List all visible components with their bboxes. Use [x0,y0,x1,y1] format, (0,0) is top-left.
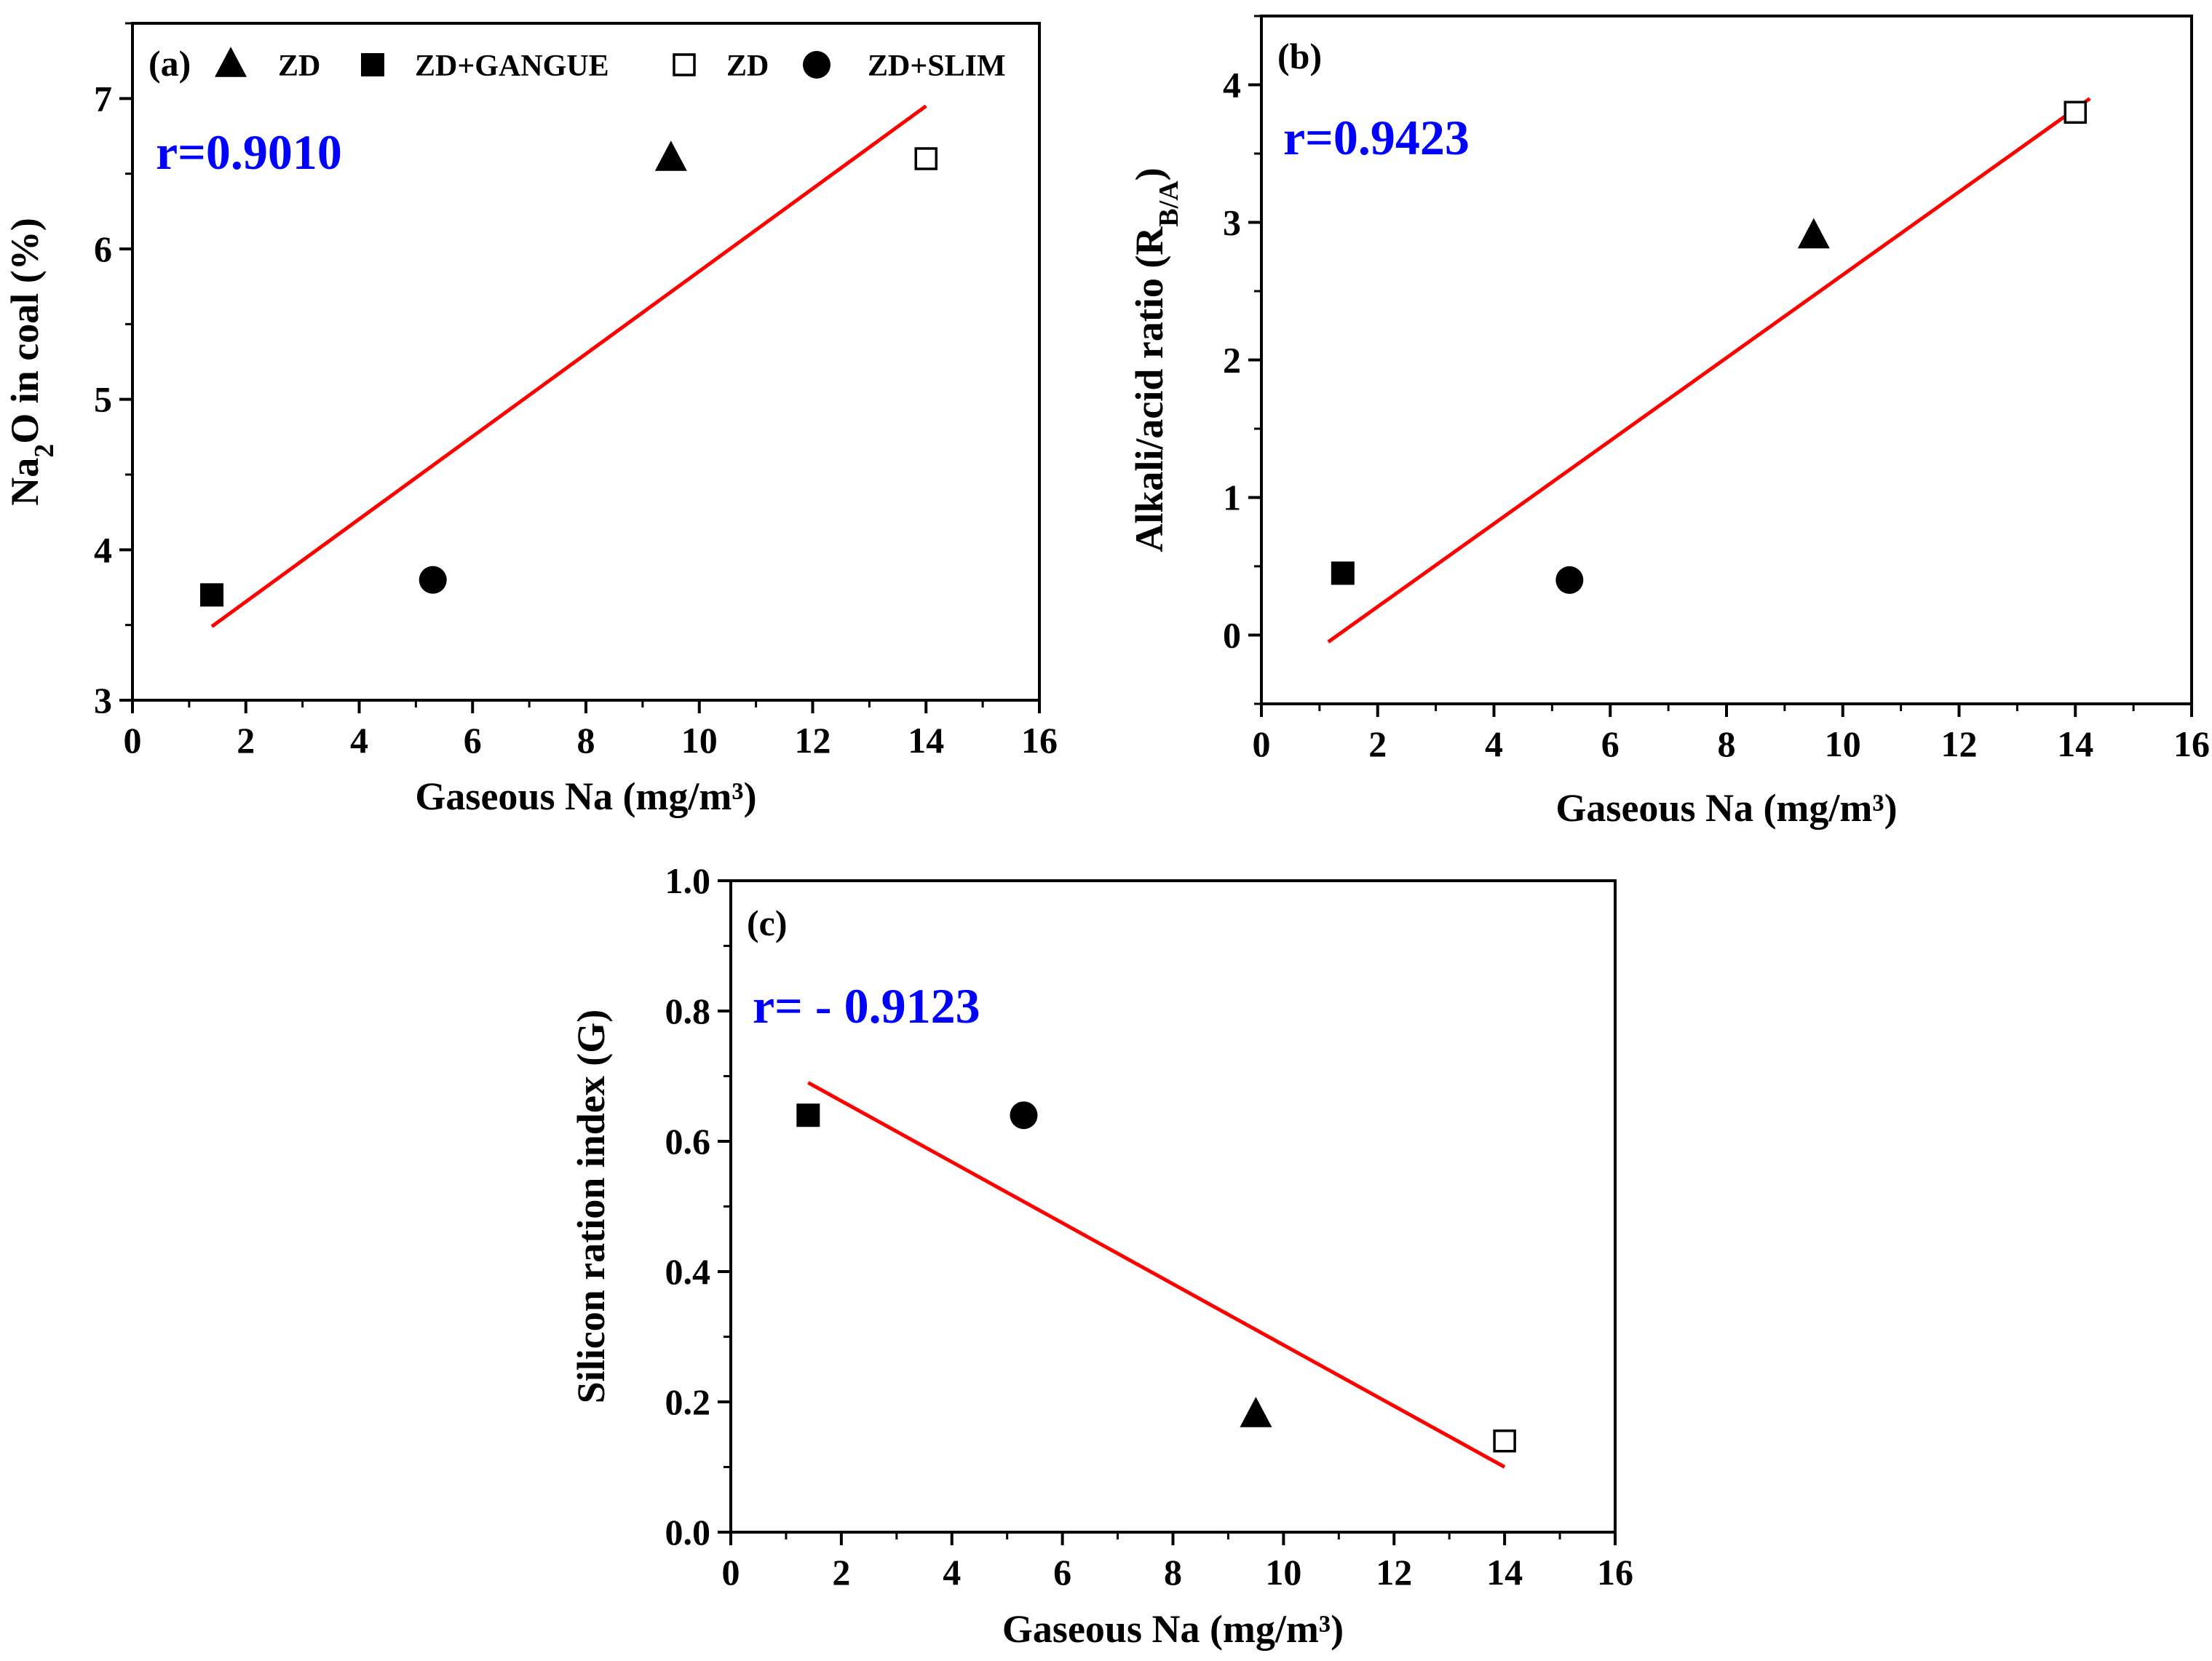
y-axis-title-subscript: 2 [29,444,60,458]
data-point-square-open [1493,1429,1516,1453]
correlation-annotation: r=0.9423 [1283,110,1470,165]
y-axis-title-tail: O in coal (%) [3,218,47,443]
data-point-square-open [914,147,937,170]
legend-label: ZD+SLIM [868,49,1006,83]
x-tick-label: 0 [722,1552,740,1593]
y-tick-label: 0.8 [665,991,711,1031]
panel-c: 0 2 4 6 8 10 12 14 16 0.0 0.2 0.4 0.6 0.8 1.0 Gaseous N… [569,860,1633,1651]
y-tick-label: 3 [1223,202,1241,243]
x-tick-label: 10 [681,720,718,761]
y-axis-title-subscript: B/A [1154,181,1184,227]
data-point-square-open [2064,100,2087,124]
y-tick-label: 7 [94,78,112,119]
x-tick-label: 6 [1053,1552,1071,1593]
x-tick-label: 2 [832,1552,850,1593]
y-tick-label: 0 [1223,615,1241,656]
fit-line [210,104,927,628]
x-tick-label: 14 [2057,724,2093,764]
x-tick-label: 12 [795,720,831,761]
x-axis-title: Gaseous Na (mg/m³) [415,774,756,818]
data-point-circle-filled [419,566,447,594]
y-axis-title: Alkali/acid ratio (RB/A) [1127,167,1184,552]
data-point-triangle-filled [1240,1397,1272,1427]
y-axis-title: Na2O in coal (%) [3,218,60,505]
y-tick-label: 0.4 [665,1251,711,1292]
x-tick-label: 8 [1164,1552,1182,1593]
x-tick-label: 16 [1021,720,1058,761]
x-tick-label: 4 [1485,724,1503,764]
x-tick-label: 4 [943,1552,961,1593]
data-point-circle-filled [1555,566,1584,594]
x-tick-label: 0 [1253,724,1271,764]
y-tick-label: 3 [94,680,112,721]
data-point-square-filled [1331,561,1355,585]
x-tick-label: 8 [1718,724,1736,764]
legend-label: ZD [726,49,769,83]
y-tick-label: 5 [94,379,112,420]
y-tick-label: 4 [94,529,112,570]
correlation-annotation: r=0.9010 [156,124,342,180]
legend-label: ZD [278,49,320,83]
x-tick-label: 2 [1368,724,1387,764]
x-axis-title: Gaseous Na (mg/m³) [1002,1607,1344,1651]
fit-line [1327,97,2091,643]
y-axis-title-main: Silicon ration index (G) [569,1010,613,1404]
data-point-circle-filled [1010,1101,1038,1130]
legend-label: ZD+GANGUE [415,49,609,83]
panel-label: (c) [747,903,788,943]
y-axis-title-main: Na [3,458,47,506]
x-tick-label: 14 [908,720,944,761]
y-tick-label: 0.0 [665,1512,711,1553]
legend-marker-circle-filled [803,51,831,79]
x-tick-label: 10 [1265,1552,1301,1593]
x-tick-label: 8 [577,720,595,761]
panel-label: (b) [1277,36,1322,76]
fit-line [807,1081,1506,1469]
data-point-triangle-filled [1797,218,1830,249]
legend-marker-square-filled [361,53,384,76]
y-tick-label: 2 [1223,340,1241,381]
y-tick-label: 0.6 [665,1121,711,1162]
legend: ZD ZD+GANGUE ZD ZD+SLIM [215,47,1006,83]
y-axis-title-main: Alkali/acid ratio (R [1127,226,1171,552]
x-tick-label: 12 [1941,724,1978,764]
y-tick-label: 1 [1223,477,1241,518]
x-axis-title: Gaseous Na (mg/m³) [1555,786,1897,830]
y-tick-label: 0.2 [665,1381,711,1422]
y-tick-label: 4 [1223,65,1241,106]
x-tick-label: 12 [1376,1552,1412,1593]
y-axis-title-tail: ) [1127,167,1171,181]
x-tick-label: 6 [1601,724,1620,764]
data-point-square-filled [796,1103,820,1127]
y-tick-label: 1.0 [665,860,711,901]
legend-marker-triangle-filled [215,47,247,77]
data-point-triangle-filled [654,140,687,171]
x-tick-label: 16 [2173,724,2210,764]
x-tick-label: 16 [1597,1552,1633,1593]
data-point-square-filled [200,583,224,607]
correlation-annotation: r= - 0.9123 [753,978,980,1034]
panel-label: (a) [148,43,191,84]
x-tick-label: 10 [1825,724,1861,764]
x-tick-label: 6 [464,720,482,761]
x-tick-label: 0 [124,720,142,761]
x-tick-label: 4 [350,720,368,761]
y-tick-label: 6 [94,229,112,269]
y-axis-title: Silicon ration index (G) [569,1010,613,1404]
legend-marker-square-open [673,53,696,76]
x-tick-label: 2 [237,720,255,761]
x-tick-label: 14 [1486,1552,1523,1593]
